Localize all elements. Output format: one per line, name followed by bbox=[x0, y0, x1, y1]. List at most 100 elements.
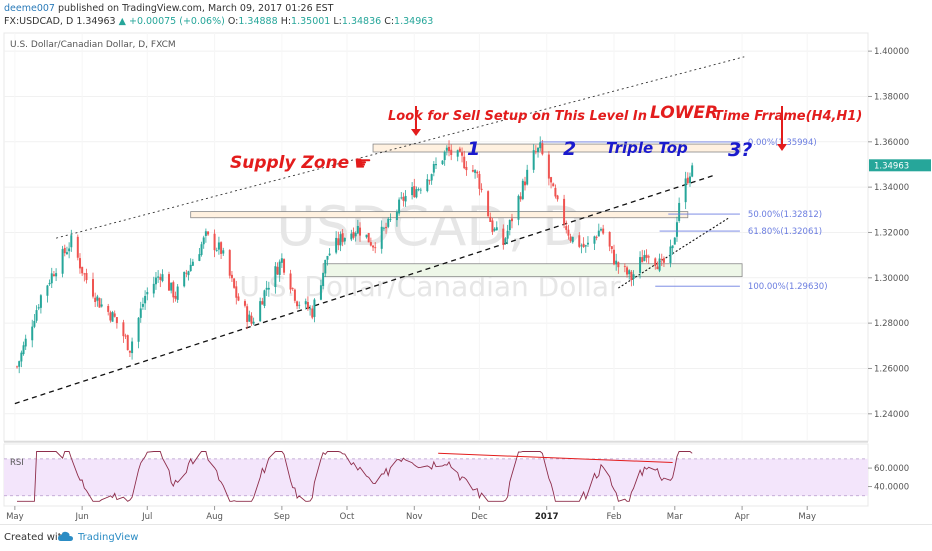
price-chart[interactable]: USDCAD, D U.S. Dollar/Canadian Dollar 0.… bbox=[0, 0, 932, 524]
candle-body bbox=[480, 188, 483, 190]
candles bbox=[16, 136, 694, 374]
candle-body bbox=[202, 237, 205, 245]
candle-body bbox=[352, 231, 355, 238]
candle-body bbox=[387, 218, 390, 227]
candle-body bbox=[432, 163, 435, 173]
candle-body bbox=[602, 228, 605, 234]
candle-body bbox=[161, 274, 164, 282]
price-tick-label: 1.34000 bbox=[874, 183, 909, 193]
candle-body bbox=[539, 142, 542, 149]
time-tick-label: Aug bbox=[206, 512, 223, 522]
candle-body bbox=[326, 255, 329, 260]
top-1-label: 1 bbox=[467, 138, 480, 160]
candle-body bbox=[55, 273, 58, 277]
candle-body bbox=[126, 335, 129, 351]
candle-body bbox=[411, 187, 414, 196]
candle-body bbox=[476, 171, 479, 174]
candle-body bbox=[170, 282, 173, 291]
created-with-label: Created with bbox=[4, 532, 68, 543]
candle-body bbox=[554, 187, 557, 197]
candle-body bbox=[187, 271, 190, 276]
tradingview-link[interactable]: TradingView bbox=[78, 532, 139, 543]
candle-body bbox=[593, 236, 596, 244]
candle-body bbox=[311, 308, 314, 318]
price-tick-label: 1.36000 bbox=[874, 138, 909, 148]
candle-body bbox=[669, 246, 672, 264]
time-tick-label: Feb bbox=[606, 512, 621, 522]
candle-body bbox=[526, 169, 529, 185]
candle-body bbox=[217, 242, 220, 250]
candle-body bbox=[85, 273, 88, 281]
chart-header: deeme007 published on TradingView.com, M… bbox=[0, 0, 932, 30]
candle-body bbox=[580, 245, 583, 247]
candle-body bbox=[495, 227, 498, 231]
candle-body bbox=[304, 301, 307, 305]
time-tick-label: Jul bbox=[141, 512, 152, 522]
candle-body bbox=[365, 234, 368, 238]
time-axis[interactable]: May Jun Jul Aug Sep Oct Nov Dec 2017 Feb Mar Apr May bbox=[6, 506, 816, 522]
candle-body bbox=[448, 146, 451, 152]
candle-body bbox=[289, 273, 292, 290]
candle-body bbox=[207, 231, 210, 235]
candle-body bbox=[204, 231, 207, 236]
up-arrow-icon: ▲ bbox=[118, 16, 126, 27]
candle-body bbox=[81, 266, 84, 274]
candle-body bbox=[458, 148, 461, 152]
candle-body bbox=[493, 228, 496, 231]
candle-body bbox=[191, 261, 194, 266]
ohlc-line: FX:USDCAD, D 1.34963 ▲ +0.00075 (+0.06%)… bbox=[4, 16, 433, 27]
candle-body bbox=[382, 227, 385, 229]
candle-body bbox=[658, 258, 661, 271]
annotations: Look for Sell Setup on This Level In LOWE… bbox=[230, 103, 862, 473]
watermark-symbol: USDCAD, D bbox=[276, 195, 584, 258]
price-tick-label: 1.40000 bbox=[874, 47, 909, 57]
candle-body bbox=[33, 320, 36, 327]
candle-body bbox=[356, 225, 359, 234]
candle-body bbox=[185, 272, 188, 274]
candle-body bbox=[487, 191, 490, 217]
candle-body bbox=[510, 218, 513, 222]
low-value: 1.34836 bbox=[341, 16, 382, 27]
candle-body bbox=[474, 170, 477, 173]
last-price-badge bbox=[869, 159, 931, 172]
price-axis[interactable]: 1.40000 1.38000 1.36000 1.34000 1.32000 1.300… bbox=[868, 47, 931, 493]
candle-body bbox=[532, 150, 535, 170]
zone-middle bbox=[190, 211, 689, 219]
low-label: L: bbox=[333, 16, 342, 27]
candle-body bbox=[48, 282, 51, 285]
open-value: 1.34888 bbox=[238, 16, 278, 27]
zone-lower bbox=[322, 263, 743, 278]
candle-body bbox=[146, 292, 149, 295]
rising-support-line bbox=[618, 217, 730, 289]
time-tick-label: Dec bbox=[471, 512, 488, 522]
candle-body bbox=[115, 317, 118, 324]
candle-body bbox=[339, 234, 342, 246]
candle-body bbox=[50, 273, 53, 284]
candle-body bbox=[113, 313, 116, 317]
lower-emphasis: LOWER bbox=[650, 103, 718, 123]
candle-body bbox=[404, 195, 407, 202]
candle-body bbox=[578, 235, 581, 247]
candle-body bbox=[552, 183, 555, 187]
candle-body bbox=[139, 308, 142, 318]
publish-info: published on TradingView.com, March 09, … bbox=[57, 3, 334, 14]
price-tick-label: 1.38000 bbox=[874, 92, 909, 102]
candle-body bbox=[445, 147, 448, 151]
candle-body bbox=[385, 226, 388, 229]
time-tick-label: 2017 bbox=[535, 512, 559, 522]
pointing-hand-icon: ☛ bbox=[354, 151, 372, 175]
candle-body bbox=[673, 237, 676, 245]
candle-body bbox=[141, 303, 144, 307]
author-link[interactable]: deeme007 bbox=[4, 3, 55, 14]
candle-body bbox=[686, 177, 689, 184]
rsi-divergence-line bbox=[438, 452, 673, 464]
candle-body bbox=[654, 258, 657, 266]
candle-body bbox=[198, 254, 201, 261]
candle-body bbox=[413, 186, 416, 198]
candle-body bbox=[172, 282, 175, 298]
candle-body bbox=[415, 189, 418, 198]
candle-body bbox=[350, 233, 353, 240]
candle-body bbox=[18, 361, 21, 367]
fib-label: 100.00%(1.29630) bbox=[748, 282, 828, 292]
candle-body bbox=[261, 301, 264, 305]
